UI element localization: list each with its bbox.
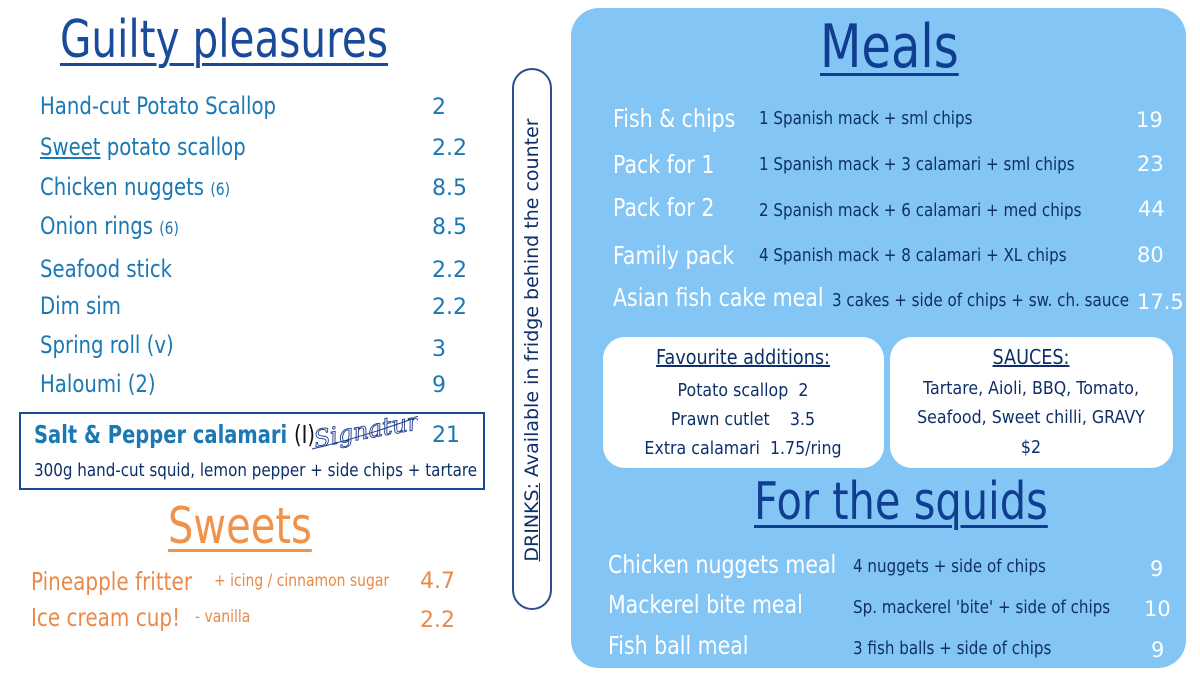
signature-item-description: 300g hand-cut squid, lemon pepper + side… xyxy=(34,460,478,481)
signature-item-price: 21 xyxy=(432,423,460,448)
menu-item-name: Chicken nuggets (6) xyxy=(40,173,230,201)
menu-item-name: Dim sim xyxy=(40,292,121,320)
meal-description: 4 Spanish mack + 8 calamari + XL chips xyxy=(759,245,1067,266)
drinks-pill xyxy=(512,68,552,610)
menu-item-price: 9 xyxy=(432,373,446,398)
kids-meal-name: Mackerel bite meal xyxy=(608,590,803,619)
guilty-pleasures-title: Guilty pleasures xyxy=(60,10,389,70)
meal-name: Family pack xyxy=(613,241,735,270)
sauces-box xyxy=(890,337,1173,468)
kids-meal-name: Chicken nuggets meal xyxy=(608,550,837,579)
addition-price: 2 xyxy=(798,380,809,401)
meals-title: Meals xyxy=(820,12,959,82)
meal-price: 19 xyxy=(1136,108,1163,132)
meal-name: Asian fish cake meal xyxy=(613,283,824,312)
menu-item-name: Onion rings (6) xyxy=(40,212,179,240)
menu-item-name: Spring roll (v) xyxy=(40,331,174,359)
kids-meal-description: Sp. mackerel 'bite' + side of chips xyxy=(853,597,1111,618)
menu-item-name: Seafood stick xyxy=(40,255,173,283)
addition-name: Extra calamari xyxy=(644,438,760,459)
meal-name: Pack for 2 xyxy=(613,193,715,222)
addition-item: Prawn cutlet 3.5 xyxy=(671,409,815,430)
menu-item-name: Haloumi (2) xyxy=(40,370,156,398)
meal-description: 2 Spanish mack + 6 calamari + med chips xyxy=(759,200,1082,221)
menu-item-price: 2.2 xyxy=(432,136,467,161)
signature-item-box xyxy=(19,412,485,490)
menu-item-price: 2.2 xyxy=(432,295,467,320)
sweet-item-note: + icing / cinnamon sugar xyxy=(214,571,390,591)
menu-item-name: Sweet potato scallop xyxy=(40,133,246,161)
menu-item-name: Hand-cut Potato Scallop xyxy=(40,92,277,120)
menu-item-name-rest: potato scallop xyxy=(100,133,246,161)
menu-item-price: 2.2 xyxy=(432,258,467,283)
favourite-additions-box xyxy=(603,337,884,468)
sweet-item-name: Ice cream cup! xyxy=(31,603,181,632)
menu-item-price: 2 xyxy=(432,95,446,120)
for-the-squids-title: For the squids xyxy=(754,472,1048,532)
menu-item-price: 3 xyxy=(432,337,446,362)
meal-description: 1 Spanish mack + sml chips xyxy=(759,108,973,129)
favourite-additions-title: Favourite additions: xyxy=(656,345,830,369)
meal-description: 1 Spanish mack + 3 calamari + sml chips xyxy=(759,154,1075,175)
addition-price: 1.75/ring xyxy=(769,438,842,459)
signature-item-name-text: Salt & Pepper calamari xyxy=(34,420,288,449)
drinks-notice: DRINKS: Available in fridge behind the c… xyxy=(521,118,543,561)
sweets-title: Sweets xyxy=(168,497,312,555)
meal-price: 17.5 xyxy=(1137,290,1184,314)
signature-flourish-icon: Signature xyxy=(311,405,418,454)
addition-price: 3.5 xyxy=(789,409,816,430)
sauces-line: Seafood, Sweet chilli, GRAVY xyxy=(917,407,1145,428)
drinks-text: Available in fridge behind the counter xyxy=(521,118,543,477)
kids-meal-price: 9 xyxy=(1150,557,1164,581)
meal-description: 3 cakes + side of chips + sw. ch. sauce xyxy=(832,290,1130,311)
menu-item-price: 8.5 xyxy=(432,215,467,240)
menu-item-name-text: Chicken nuggets xyxy=(40,173,205,201)
menu-item-qty: (6) xyxy=(210,180,231,200)
sweet-item-price: 2.2 xyxy=(420,608,455,633)
meal-name: Fish & chips xyxy=(613,104,736,133)
drinks-label: DRINKS: xyxy=(521,483,543,562)
meal-price: 44 xyxy=(1138,197,1165,221)
kids-meal-description: 4 nuggets + side of chips xyxy=(853,556,1046,577)
menu-item-name-text: Onion rings xyxy=(40,212,153,240)
signature-item-mark: (I) xyxy=(293,420,315,449)
menu-item-qty: (6) xyxy=(159,219,180,239)
meal-name: Pack for 1 xyxy=(613,150,715,179)
meal-price: 80 xyxy=(1137,243,1164,267)
kids-meal-description: 3 fish balls + side of chips xyxy=(853,638,1052,659)
sauces-title: SAUCES: xyxy=(992,345,1070,369)
sauces-line: Tartare, Aioli, BBQ, Tomato, xyxy=(923,378,1139,399)
kids-meal-price: 9 xyxy=(1151,638,1165,662)
addition-item: Potato scallop 2 xyxy=(678,380,809,401)
sweet-item-price: 4.7 xyxy=(420,569,455,594)
signature-item-name: Salt & Pepper calamari (I) xyxy=(34,420,315,449)
sweet-item-note: - vanilla xyxy=(195,607,251,627)
menu-item-name-underlined: Sweet xyxy=(40,133,101,161)
kids-meal-price: 10 xyxy=(1144,597,1171,621)
kids-meal-name: Fish ball meal xyxy=(608,631,749,660)
menu-item-price: 8.5 xyxy=(432,176,467,201)
addition-name: Potato scallop xyxy=(677,380,789,401)
meal-price: 23 xyxy=(1137,152,1164,176)
addition-item: Extra calamari 1.75/ring xyxy=(644,438,841,459)
sweet-item-name: Pineapple fritter xyxy=(31,567,193,596)
signature-text: Signature xyxy=(312,405,418,453)
signature-underline xyxy=(311,418,413,450)
sauces-price: $2 xyxy=(1020,437,1042,458)
addition-name: Prawn cutlet xyxy=(670,409,770,430)
